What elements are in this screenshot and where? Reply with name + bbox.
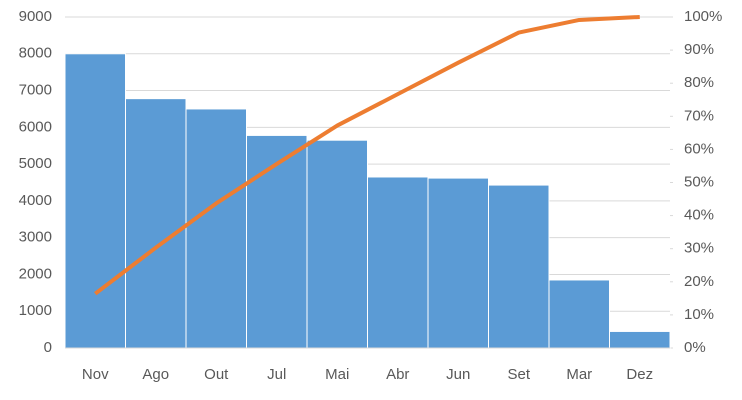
- y-tick-label: 2000: [19, 265, 52, 282]
- y2-tick-label: 70%: [684, 107, 714, 124]
- bar: [125, 98, 187, 349]
- x-tick-label: Ago: [142, 366, 169, 383]
- x-tick-label: Nov: [82, 366, 109, 383]
- bar: [306, 139, 368, 349]
- bar: [64, 53, 126, 349]
- bar: [488, 184, 550, 349]
- y-tick-label: 5000: [19, 155, 52, 172]
- y2-tick-label: 90%: [684, 41, 714, 58]
- y2-tick-label: 0%: [684, 339, 706, 356]
- bar: [185, 108, 247, 349]
- bar: [548, 279, 610, 349]
- bar: [246, 134, 308, 349]
- y2-tick-label: 80%: [684, 74, 714, 91]
- y-tick-label: 0: [44, 339, 52, 356]
- y2-tick-label: 100%: [684, 8, 722, 25]
- cumulative-line: [94, 15, 640, 296]
- x-tick-label: Out: [204, 366, 229, 383]
- x-tick-label: Jul: [267, 366, 286, 383]
- y-tick-label: 6000: [19, 118, 52, 135]
- x-tick-label: Jun: [446, 366, 470, 383]
- y-tick-label: 3000: [19, 229, 52, 246]
- x-tick-label: Abr: [386, 366, 409, 383]
- x-tick-label: Mar: [566, 366, 592, 383]
- y2-tick-label: 40%: [684, 207, 714, 224]
- x-tick-label: Set: [507, 366, 530, 383]
- y-tick-label: 4000: [19, 192, 52, 209]
- y2-tick-label: 50%: [684, 173, 714, 190]
- y-tick-label: 7000: [19, 82, 52, 99]
- y2-tick-label: 10%: [684, 306, 714, 323]
- y-tick-label: 8000: [19, 45, 52, 62]
- x-tick-label: Dez: [626, 366, 653, 383]
- bar: [427, 177, 489, 349]
- bar: [367, 176, 429, 349]
- bar: [609, 330, 671, 349]
- y-tick-label: 1000: [19, 302, 52, 319]
- y2-tick-label: 60%: [684, 140, 714, 157]
- x-tick-label: Mai: [325, 366, 349, 383]
- y2-tick-label: 20%: [684, 273, 714, 290]
- y-tick-label: 9000: [19, 8, 52, 25]
- y2-tick-label: 30%: [684, 240, 714, 257]
